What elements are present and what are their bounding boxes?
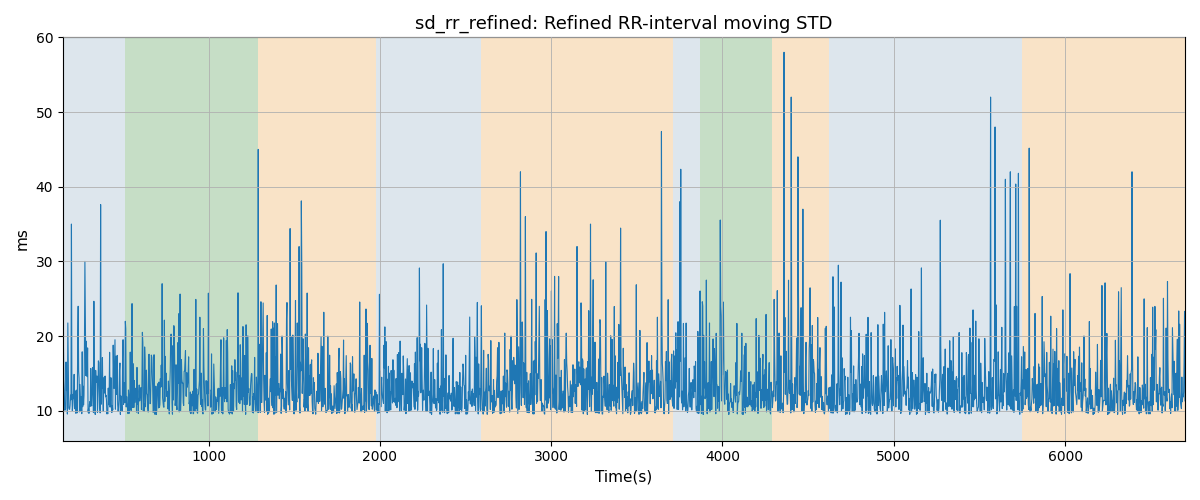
Bar xyxy=(1022,38,1186,440)
Bar xyxy=(481,38,673,440)
X-axis label: Time(s): Time(s) xyxy=(595,470,653,485)
Bar xyxy=(258,38,377,440)
Bar xyxy=(377,38,481,440)
Bar xyxy=(125,38,258,440)
Bar xyxy=(829,38,1022,440)
Y-axis label: ms: ms xyxy=(16,228,30,250)
Bar xyxy=(700,38,772,440)
Bar xyxy=(772,38,829,440)
Title: sd_rr_refined: Refined RR-interval moving STD: sd_rr_refined: Refined RR-interval movin… xyxy=(415,15,833,34)
Bar xyxy=(62,38,125,440)
Bar xyxy=(673,38,700,440)
